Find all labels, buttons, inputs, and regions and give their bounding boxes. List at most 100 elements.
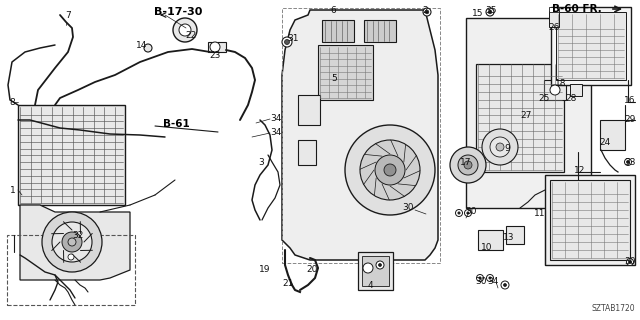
Bar bbox=[476, 64, 564, 172]
Text: 34: 34 bbox=[270, 114, 282, 123]
Circle shape bbox=[210, 42, 220, 52]
Bar bbox=[570, 84, 582, 96]
Bar bbox=[65, 252, 77, 262]
Text: 8: 8 bbox=[9, 98, 15, 107]
Circle shape bbox=[504, 284, 506, 286]
Bar bbox=[18, 105, 125, 205]
Circle shape bbox=[179, 24, 191, 36]
Bar bbox=[466, 18, 591, 208]
Bar bbox=[551, 7, 631, 85]
Text: 14: 14 bbox=[136, 41, 148, 50]
Circle shape bbox=[384, 164, 396, 176]
Circle shape bbox=[52, 222, 92, 262]
Text: 7: 7 bbox=[65, 11, 71, 20]
Bar bbox=[549, 11, 559, 27]
Bar bbox=[478, 230, 503, 250]
Circle shape bbox=[378, 263, 381, 267]
Bar bbox=[298, 95, 320, 125]
Bar bbox=[600, 120, 625, 150]
Text: 35: 35 bbox=[485, 5, 497, 14]
Circle shape bbox=[425, 10, 429, 14]
Bar bbox=[208, 42, 226, 52]
Circle shape bbox=[486, 275, 493, 282]
Circle shape bbox=[68, 238, 76, 246]
Text: B-61: B-61 bbox=[163, 119, 189, 129]
Bar bbox=[318, 45, 373, 100]
Bar bbox=[282, 8, 440, 263]
Text: 34: 34 bbox=[487, 276, 499, 285]
Text: 10: 10 bbox=[481, 244, 493, 252]
Text: 5: 5 bbox=[331, 74, 337, 83]
Text: 25: 25 bbox=[538, 93, 550, 102]
Text: B-60 FR.: B-60 FR. bbox=[552, 4, 602, 14]
Circle shape bbox=[144, 44, 152, 52]
Text: 30: 30 bbox=[624, 258, 636, 267]
Circle shape bbox=[496, 143, 504, 151]
Circle shape bbox=[625, 158, 632, 165]
Circle shape bbox=[345, 125, 435, 215]
Circle shape bbox=[360, 140, 420, 200]
Circle shape bbox=[501, 281, 509, 289]
Circle shape bbox=[489, 277, 492, 279]
Bar bbox=[506, 226, 524, 244]
Bar bbox=[544, 80, 566, 100]
Text: 13: 13 bbox=[503, 234, 515, 243]
Text: 21: 21 bbox=[282, 279, 294, 289]
Circle shape bbox=[465, 210, 472, 217]
Text: 24: 24 bbox=[600, 138, 611, 147]
Bar bbox=[298, 140, 316, 165]
Bar bbox=[556, 12, 626, 80]
Circle shape bbox=[486, 8, 494, 16]
Text: 30: 30 bbox=[403, 204, 413, 212]
Text: 17: 17 bbox=[460, 157, 472, 166]
Polygon shape bbox=[282, 10, 438, 260]
Text: 28: 28 bbox=[565, 93, 577, 102]
Circle shape bbox=[423, 8, 431, 16]
Circle shape bbox=[375, 155, 405, 185]
Circle shape bbox=[458, 212, 460, 214]
Circle shape bbox=[477, 275, 483, 282]
Circle shape bbox=[482, 129, 518, 165]
Text: 27: 27 bbox=[520, 110, 532, 119]
Text: 22: 22 bbox=[186, 30, 196, 39]
Bar bbox=[362, 256, 389, 286]
Text: 23: 23 bbox=[209, 51, 221, 60]
Circle shape bbox=[550, 85, 560, 95]
Text: 29: 29 bbox=[624, 115, 636, 124]
Text: 34: 34 bbox=[270, 127, 282, 137]
Text: 12: 12 bbox=[574, 165, 586, 174]
Text: 1: 1 bbox=[10, 186, 16, 195]
Circle shape bbox=[464, 161, 472, 169]
Text: 9: 9 bbox=[504, 143, 510, 153]
Circle shape bbox=[285, 39, 289, 44]
Circle shape bbox=[490, 137, 510, 157]
Text: B-17-30: B-17-30 bbox=[154, 7, 202, 17]
Circle shape bbox=[627, 161, 630, 164]
Circle shape bbox=[376, 261, 384, 269]
Text: SZTAB1720: SZTAB1720 bbox=[591, 304, 635, 313]
Circle shape bbox=[173, 18, 197, 42]
Circle shape bbox=[282, 37, 292, 47]
Text: 4: 4 bbox=[367, 282, 373, 291]
Text: 15: 15 bbox=[472, 9, 484, 18]
Circle shape bbox=[627, 259, 634, 266]
Circle shape bbox=[42, 212, 102, 272]
Polygon shape bbox=[20, 205, 130, 280]
Circle shape bbox=[458, 155, 478, 175]
Text: 11: 11 bbox=[534, 209, 546, 218]
Text: 30: 30 bbox=[476, 276, 487, 285]
Text: 20: 20 bbox=[307, 266, 317, 275]
Circle shape bbox=[363, 263, 373, 273]
Circle shape bbox=[450, 147, 486, 183]
Circle shape bbox=[479, 277, 481, 279]
Text: 32: 32 bbox=[72, 230, 84, 239]
Circle shape bbox=[62, 232, 82, 252]
Text: 19: 19 bbox=[259, 266, 271, 275]
Text: 33: 33 bbox=[624, 157, 636, 166]
Bar bbox=[558, 67, 578, 85]
Circle shape bbox=[467, 212, 469, 214]
Text: 3: 3 bbox=[258, 157, 264, 166]
Circle shape bbox=[68, 254, 74, 260]
Text: 6: 6 bbox=[330, 5, 336, 14]
Bar bbox=[358, 252, 393, 290]
